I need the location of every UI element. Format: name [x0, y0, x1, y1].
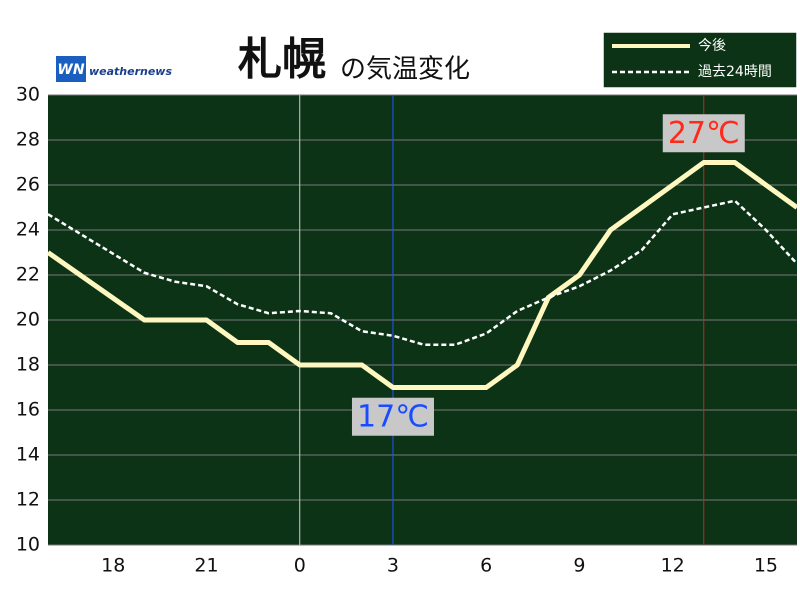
chart-subtitle: の気温変化 [340, 55, 470, 85]
chart-title: 札幌 [238, 34, 326, 85]
y-tick-label: 18 [16, 354, 40, 376]
annotation: 17℃ [357, 399, 429, 434]
series-line [46, 160, 799, 390]
legend-box [602, 31, 798, 89]
y-tick-label: 16 [16, 399, 40, 421]
series-line [47, 199, 798, 346]
y-tick-label: 20 [16, 309, 40, 331]
y-tick-label: 24 [16, 219, 40, 241]
legend-label: 過去24時間 [698, 64, 772, 80]
y-tick-label: 12 [16, 489, 40, 511]
x-tick-label: 12 [661, 555, 685, 577]
x-tick-label: 3 [387, 555, 399, 577]
logo-mark-bg [56, 56, 86, 82]
y-tick-label: 30 [16, 84, 40, 106]
y-tick-label: 10 [16, 534, 40, 556]
x-tick-label: 0 [294, 555, 306, 577]
x-tick-label: 15 [754, 555, 778, 577]
x-tick-label: 21 [194, 555, 218, 577]
annotation: 27℃ [668, 116, 740, 151]
y-tick-label: 14 [16, 444, 40, 466]
logo-mark: WN [57, 62, 84, 78]
x-tick-label: 9 [573, 555, 585, 577]
annotation-bg [662, 114, 745, 153]
logo-text: weathernews [89, 65, 172, 78]
legend-label: 今後 [698, 38, 726, 54]
y-tick-label: 26 [16, 174, 40, 196]
x-tick-label: 6 [480, 555, 492, 577]
y-tick-label: 22 [16, 264, 40, 286]
x-tick-label: 18 [101, 555, 125, 577]
annotation-bg [351, 397, 434, 436]
y-tick-label: 28 [16, 129, 40, 151]
